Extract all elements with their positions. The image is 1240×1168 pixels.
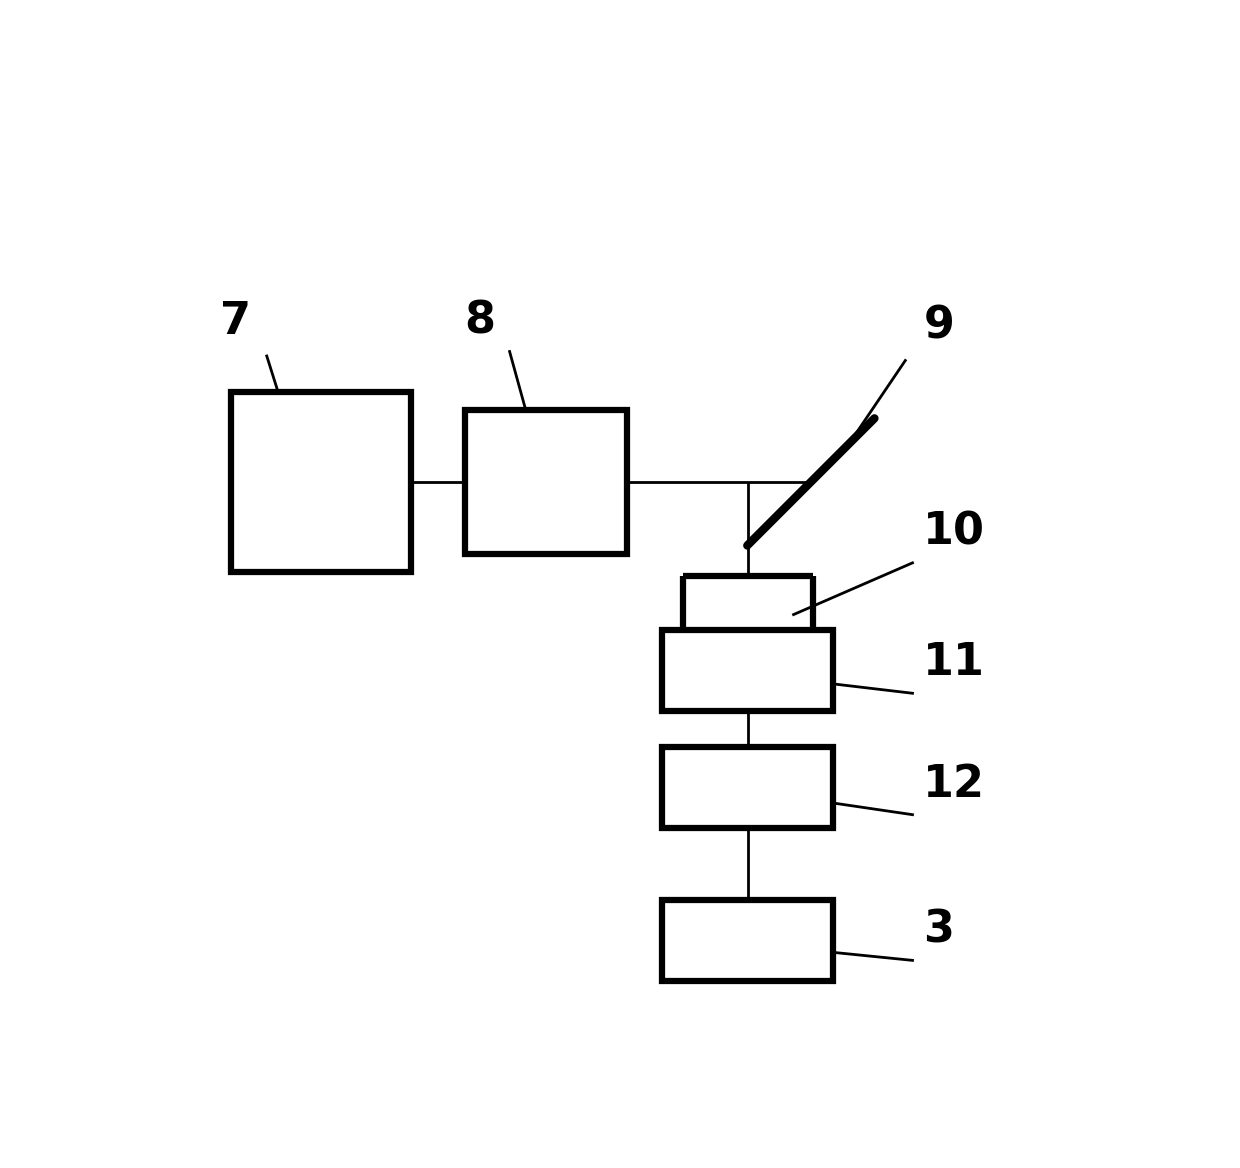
Text: 12: 12: [924, 763, 986, 806]
Bar: [662, 631, 833, 711]
Text: 7: 7: [219, 299, 250, 342]
Bar: [465, 410, 626, 554]
Bar: [662, 901, 833, 981]
Bar: [231, 392, 410, 572]
Text: 8: 8: [465, 299, 496, 342]
Text: 10: 10: [924, 510, 986, 554]
Text: 9: 9: [924, 304, 954, 347]
Text: 3: 3: [924, 909, 954, 952]
Bar: [662, 748, 833, 828]
Text: 11: 11: [924, 641, 986, 684]
